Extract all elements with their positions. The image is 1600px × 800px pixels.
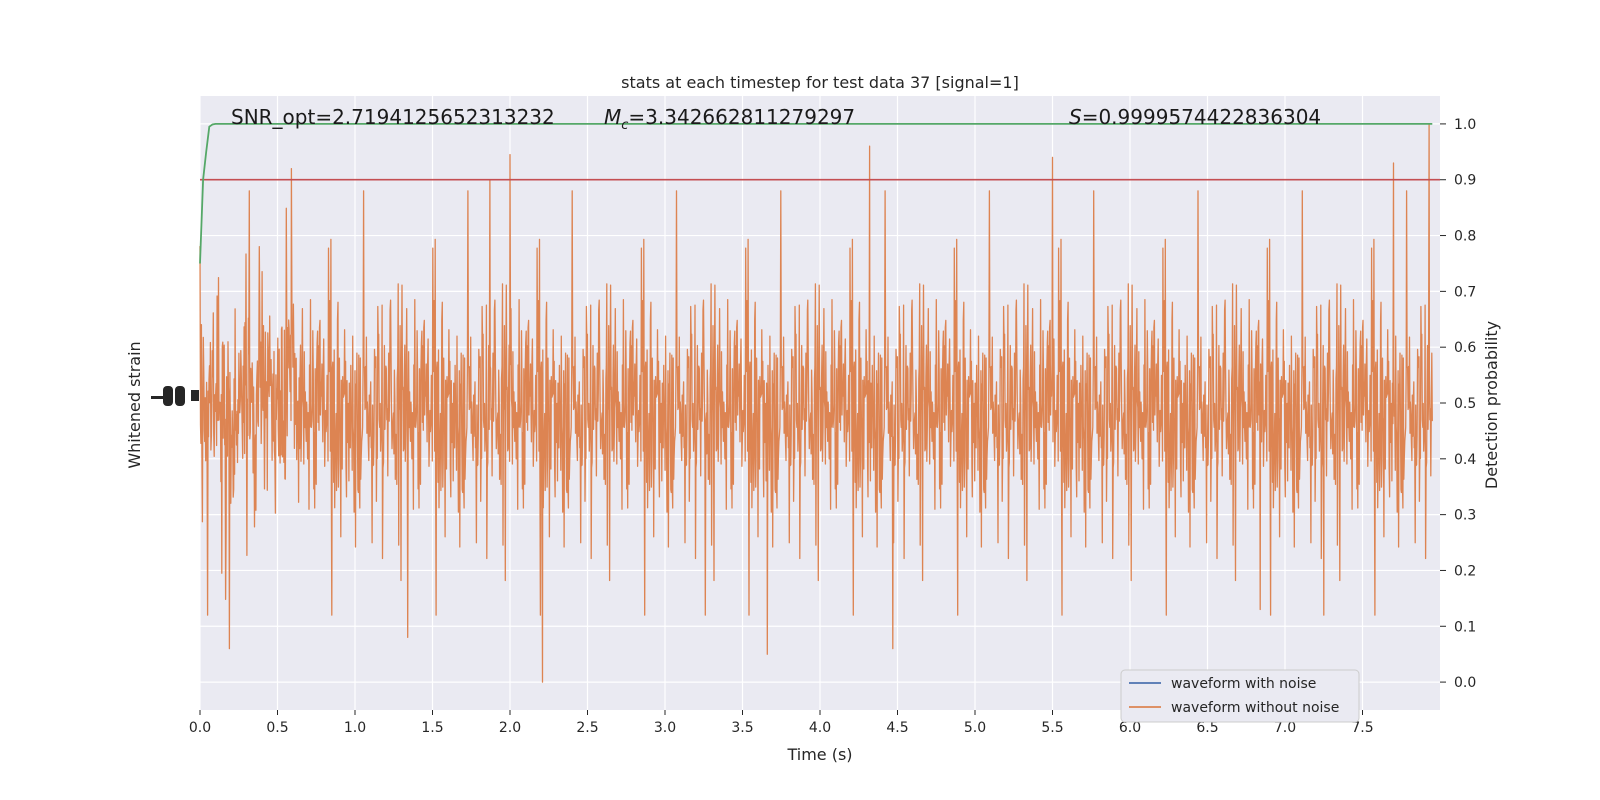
right-axis-label: Detection probability [1482, 321, 1501, 489]
probability-line [199, 123, 1433, 264]
probability-path [199, 123, 1433, 264]
x-tick-label: 3.5 [731, 720, 753, 736]
x-tick-label: 6.5 [1196, 720, 1218, 736]
right-axis-ticks: 0.0 0.1 0.2 0.3 0.4 0.5 0.6 0.7 0.8 0.9 1.0 [1440, 117, 1476, 691]
left-tick-smear [151, 396, 169, 399]
left-tick-smear [175, 386, 185, 406]
x-tick-label: 5.0 [964, 720, 986, 736]
y-tick-label: 0.0 [1454, 675, 1476, 691]
y-tick-label: 0.6 [1454, 340, 1476, 356]
y-tick-label: 0.1 [1454, 619, 1476, 635]
y-tick-label: 0.5 [1454, 396, 1476, 412]
x-tick-label: 6.0 [1119, 720, 1141, 736]
x-tick-label: 7.5 [1351, 720, 1373, 736]
x-tick-label: 5.5 [1041, 720, 1063, 736]
waveform-without-noise-line [199, 123, 1433, 683]
x-tick-label: 2.0 [499, 720, 521, 736]
y-tick-label: 0.4 [1454, 452, 1476, 468]
y-tick-label: 0.2 [1454, 563, 1476, 579]
chirp-mass-annotation: Mc=3.342662811279297 [604, 105, 855, 133]
x-tick-label: 0.5 [266, 720, 288, 736]
snr-annotation: SNR_opt=2.7194125652313232 [231, 105, 555, 129]
legend: waveform with noise waveform without noi… [1120, 669, 1360, 723]
x-tick-label: 1.5 [421, 720, 443, 736]
x-axis-label: Time (s) [786, 745, 852, 764]
waveform-without-noise-path [199, 123, 1433, 683]
chart-title: stats at each timestep for test data 37 … [621, 73, 1019, 92]
s-annotation: S=0.9999574422836304 [1069, 105, 1321, 129]
legend-label-without-noise: waveform without noise [1171, 700, 1339, 716]
left-axis-collapsed-ticks [151, 386, 199, 406]
x-tick-label: 7.0 [1274, 720, 1296, 736]
y-tick-label: 0.3 [1454, 508, 1476, 524]
x-axis-ticks: 0.0 0.5 1.0 1.5 2.0 2.5 3.0 3.5 4.0 4.5 5.0 5.5 6.0 6… [189, 710, 1374, 736]
x-tick-label: 1.0 [344, 720, 366, 736]
legend-label-with-noise: waveform with noise [1171, 676, 1316, 692]
left-tick-smear [163, 386, 173, 406]
x-tick-label: 3.0 [654, 720, 676, 736]
y-tick-label: 0.7 [1454, 284, 1476, 300]
x-tick-label: 0.0 [189, 720, 211, 736]
x-tick-label: 2.5 [576, 720, 598, 736]
x-tick-label: 4.0 [809, 720, 831, 736]
left-axis-label: Whitened strain [125, 341, 144, 468]
y-tick-label: 0.9 [1454, 173, 1476, 189]
y-tick-label: 1.0 [1454, 117, 1476, 133]
x-tick-label: 4.5 [886, 720, 908, 736]
y-tick-label: 0.8 [1454, 229, 1476, 245]
legend-box [1120, 669, 1360, 723]
left-tick-smear [191, 390, 199, 401]
